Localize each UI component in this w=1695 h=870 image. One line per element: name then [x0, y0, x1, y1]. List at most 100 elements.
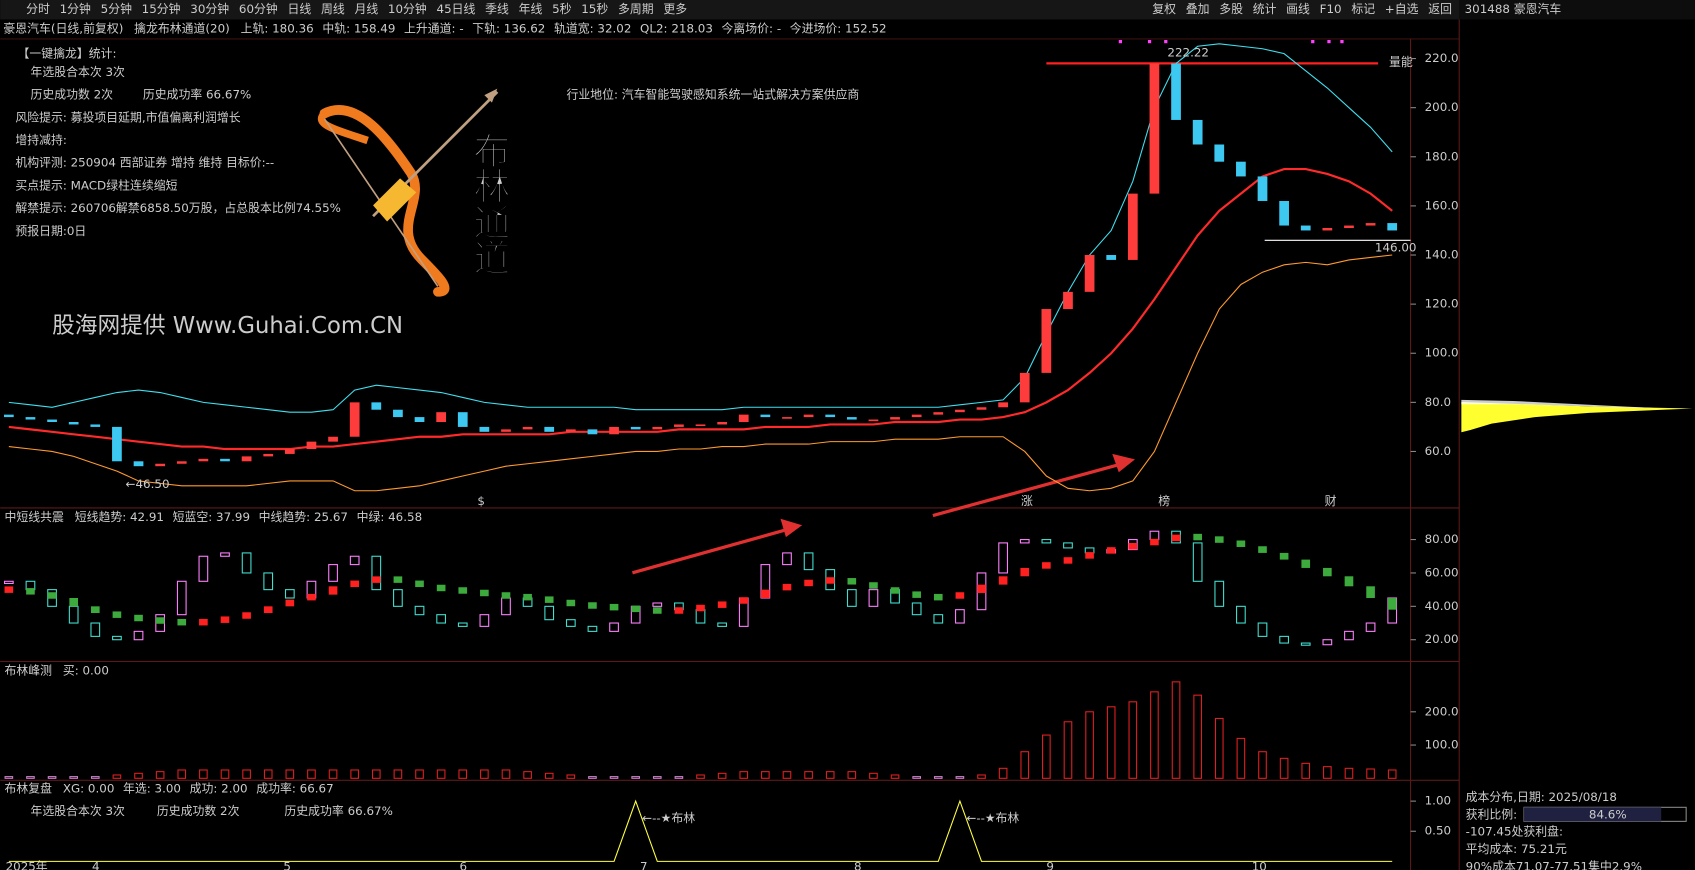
short-trend-bar	[479, 614, 490, 627]
pane-legend: 买: 0.00	[63, 664, 109, 678]
mid-trend-bar	[717, 601, 727, 608]
peak-bar	[134, 772, 143, 779]
peak-bar	[371, 769, 381, 779]
candle	[1084, 255, 1095, 292]
period-tab[interactable]: 30分钟	[190, 2, 229, 16]
peak-bar	[501, 769, 511, 779]
mid-trend-bar	[1236, 540, 1246, 547]
candle	[284, 449, 295, 454]
mid-trend-bar	[869, 582, 878, 589]
peak-bar	[717, 772, 727, 779]
candle	[176, 461, 187, 464]
short-trend-bar	[565, 619, 576, 627]
tool-button[interactable]: 复权	[1152, 2, 1176, 16]
mid-trend-bar	[501, 592, 511, 599]
pane-legend: 中线趋势: 25.67	[259, 510, 348, 524]
band-line	[8, 43, 1393, 413]
period-tab[interactable]: 15秒	[581, 2, 608, 16]
mid-trend-bar	[1301, 559, 1311, 568]
period-tab[interactable]: 日线	[287, 2, 311, 16]
mid-trend-bar	[1150, 538, 1159, 546]
tool-button[interactable]: 标记	[1351, 2, 1375, 16]
period-tab[interactable]: 月线	[354, 2, 378, 16]
peak-bar	[674, 776, 684, 779]
header-field: 今进场价: 152.52	[790, 22, 887, 36]
period-tab[interactable]: 10分钟	[388, 2, 427, 16]
short-trend-bar	[220, 552, 230, 557]
header-field: QL2: 218.03	[640, 22, 713, 36]
industry: 行业地位: 汽车智能驾驶感知系统一站式解决方案供应商	[567, 88, 860, 102]
period-tab[interactable]: 多周期	[618, 2, 654, 16]
period-tab[interactable]: 15分钟	[142, 2, 181, 16]
peak-bar	[804, 771, 813, 779]
tool-button[interactable]: F10	[1320, 2, 1342, 16]
period-tab[interactable]: 1分钟	[60, 2, 91, 16]
info-line: 年选股合本次 3次	[30, 65, 125, 79]
peak-bar	[696, 774, 705, 779]
mid-trend-bar	[782, 583, 792, 591]
tool-button[interactable]: 统计	[1253, 2, 1277, 16]
mid-trend-bar	[134, 614, 143, 622]
period-tab[interactable]: 5分钟	[101, 2, 132, 16]
info-line: 增持减持:	[15, 133, 67, 147]
y-tick-label: 0.50	[1425, 824, 1451, 838]
short-trend-bar	[760, 564, 771, 599]
peak-bar	[977, 774, 986, 779]
mid-trend-bar	[1323, 567, 1332, 577]
candle	[328, 436, 338, 442]
peak-bar	[307, 769, 316, 779]
short-trend-bar	[1214, 580, 1225, 607]
header-text: 擒龙布林通道(20)	[134, 22, 230, 36]
short-trend-bar	[1192, 542, 1203, 582]
y-tick-label: 80.0	[1425, 395, 1451, 409]
y-tick-label: 220.0	[1425, 51, 1459, 65]
pane-title: 中短线共震	[5, 510, 64, 524]
tool-button[interactable]: +自选	[1385, 2, 1419, 16]
period-tab[interactable]: 分时	[26, 2, 50, 16]
cost-histogram	[1461, 399, 1695, 870]
peak-bar	[739, 771, 749, 779]
mid-trend-bar	[199, 618, 208, 626]
period-tab[interactable]: 季线	[485, 2, 509, 16]
candle	[1063, 291, 1073, 310]
header-field: 中轨: 158.49	[322, 22, 395, 36]
tool-button[interactable]: 返回	[1428, 2, 1452, 16]
short-trend-bar	[284, 589, 295, 599]
peak-bar	[1214, 717, 1224, 779]
mid-trend-bar	[480, 589, 489, 597]
peak-bar	[761, 771, 770, 779]
header-field: 今离场价: -	[722, 22, 782, 36]
event-flag: 榜	[1158, 494, 1170, 508]
short-trend-bar	[1322, 639, 1333, 646]
period-tab[interactable]: 周线	[321, 2, 345, 16]
period-tab[interactable]: 年线	[519, 2, 543, 16]
candle	[890, 417, 900, 420]
peak-bar	[350, 769, 360, 779]
period-tab[interactable]: 45日线	[437, 2, 476, 16]
y-tick-label: 80.00	[1425, 532, 1459, 546]
peak-bar	[912, 776, 921, 779]
period-tab[interactable]: 5秒	[552, 2, 572, 16]
tool-button[interactable]: 叠加	[1186, 2, 1210, 16]
short-trend-bar	[652, 602, 663, 607]
candle	[868, 419, 879, 422]
period-tab[interactable]: 更多	[663, 2, 687, 16]
mid-trend-bar	[588, 602, 597, 609]
short-trend-bar	[263, 572, 274, 591]
tool-button[interactable]: 多股	[1219, 2, 1243, 16]
period-tab[interactable]: 60分钟	[239, 2, 278, 16]
tool-button[interactable]: 画线	[1286, 2, 1310, 16]
pane-legend: 成功: 2.00	[190, 781, 248, 795]
short-trend-bar	[176, 580, 187, 616]
review-stat: 历史成功数 2次	[157, 804, 240, 818]
mid-trend-bar	[847, 578, 857, 585]
short-trend-bar	[1041, 539, 1052, 544]
peak-bar	[1171, 681, 1181, 779]
header-field: 上轨: 180.36	[241, 22, 314, 36]
short-trend-bar	[955, 609, 965, 624]
support-label: 146.00	[1375, 240, 1417, 254]
short-trend-bar	[1063, 542, 1073, 549]
band-line	[8, 167, 1393, 451]
